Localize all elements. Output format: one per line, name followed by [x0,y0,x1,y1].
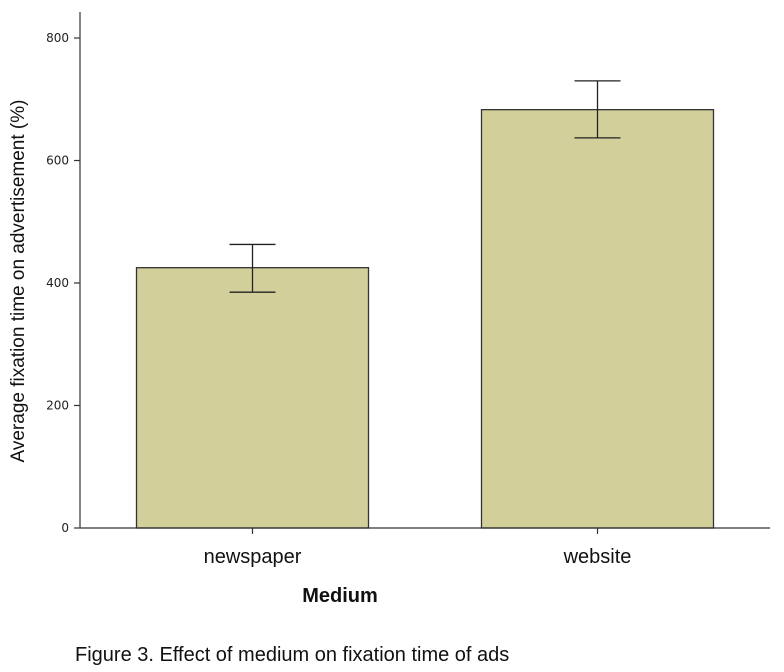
y-tick-label: 600 [46,154,69,168]
y-tick-label: 800 [46,31,69,45]
error-bars [229,80,621,293]
x-axis-ticks: newspaper website [204,528,632,568]
y-axis-title: Average fixation time on advertisement (… [8,100,29,463]
bar-website [480,109,715,529]
bars [135,109,715,529]
bar-newspaper [135,267,370,529]
figure-caption: Figure 3. Effect of medium on fixation t… [75,644,509,666]
x-axis-title: Medium [302,585,378,607]
x-tick-label-newspaper: newspaper [204,546,302,568]
error-bar-website [574,80,621,139]
y-tick-label: 200 [46,399,69,413]
error-bar-newspaper [229,243,276,293]
y-tick-label: 400 [46,276,69,290]
y-tick-label: 0 [61,521,69,535]
x-tick-label-website: website [563,546,632,568]
y-axis-ticks: 0 200 400 600 800 [46,31,80,535]
